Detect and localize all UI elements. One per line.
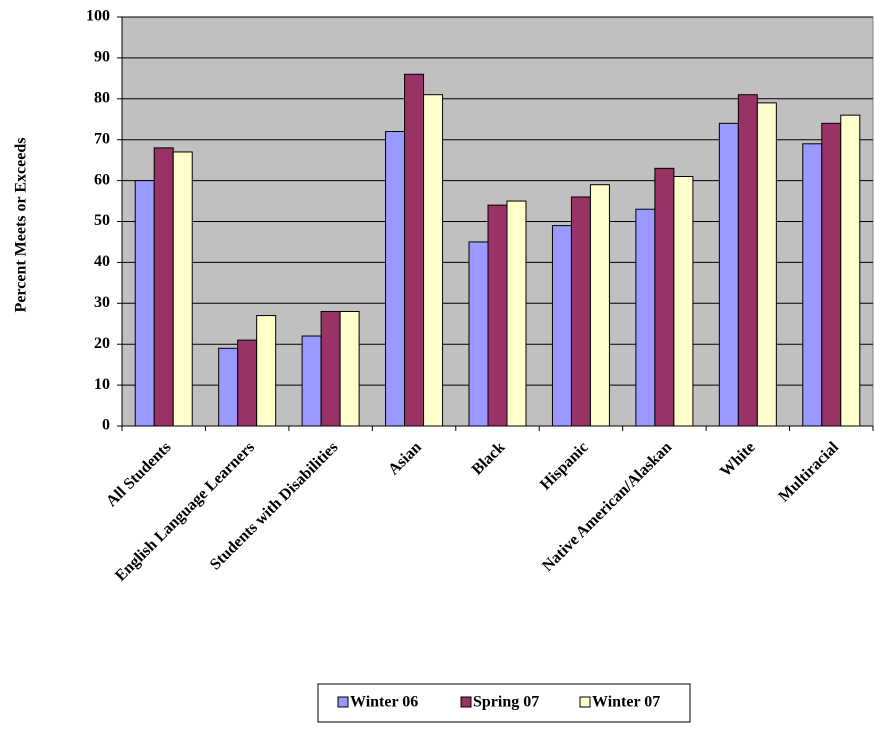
y-tick-label: 50 xyxy=(94,212,110,229)
bar xyxy=(385,131,406,427)
x-tick-label: English Language Learners xyxy=(112,439,258,585)
y-tick-label: 80 xyxy=(94,89,110,106)
y-tick-label: 10 xyxy=(94,376,110,393)
bar xyxy=(840,114,861,427)
legend-swatch xyxy=(579,696,591,708)
bar xyxy=(134,180,155,427)
legend-label: Spring 07 xyxy=(473,694,539,711)
y-axis-label: Percent Meets or Exceeds xyxy=(13,138,30,313)
x-tick-label: Hispanic xyxy=(537,439,592,494)
bar xyxy=(718,122,739,427)
bar xyxy=(654,167,675,427)
y-tick-label: 60 xyxy=(94,171,110,188)
legend-label: Winter 06 xyxy=(350,694,418,711)
bar xyxy=(821,122,842,427)
y-tick-label: 40 xyxy=(94,253,110,270)
bar xyxy=(339,310,360,427)
x-tick-label: White xyxy=(717,439,759,481)
x-tick-label: Asian xyxy=(385,439,425,479)
y-tick-label: 20 xyxy=(94,335,110,352)
legend-swatch xyxy=(337,696,349,708)
bar xyxy=(737,94,758,427)
bar xyxy=(237,339,258,427)
bar xyxy=(423,94,444,427)
bar xyxy=(256,315,277,427)
bar xyxy=(172,151,193,427)
legend xyxy=(317,683,691,723)
bar xyxy=(468,241,489,427)
bar xyxy=(487,204,508,427)
bar xyxy=(589,184,610,427)
bar xyxy=(506,200,527,427)
bar xyxy=(673,176,694,427)
bar xyxy=(153,147,174,427)
y-tick-label: 100 xyxy=(86,8,110,25)
bar xyxy=(802,143,823,427)
bar xyxy=(635,208,656,427)
y-tick-label: 0 xyxy=(102,417,110,434)
legend-swatch xyxy=(460,696,472,708)
bar xyxy=(404,73,425,427)
bar xyxy=(218,347,239,427)
bar xyxy=(756,102,777,427)
y-tick-label: 30 xyxy=(94,294,110,311)
bar xyxy=(570,196,591,427)
y-tick-label: 70 xyxy=(94,130,110,147)
y-tick-label: 90 xyxy=(94,49,110,66)
x-tick-label: All Students xyxy=(103,439,174,510)
legend-label: Winter 07 xyxy=(592,694,660,711)
bar xyxy=(551,225,572,427)
x-tick-label: Black xyxy=(469,439,509,479)
bar xyxy=(301,335,322,427)
bar xyxy=(320,310,341,427)
x-tick-label: Multiracial xyxy=(775,438,842,505)
